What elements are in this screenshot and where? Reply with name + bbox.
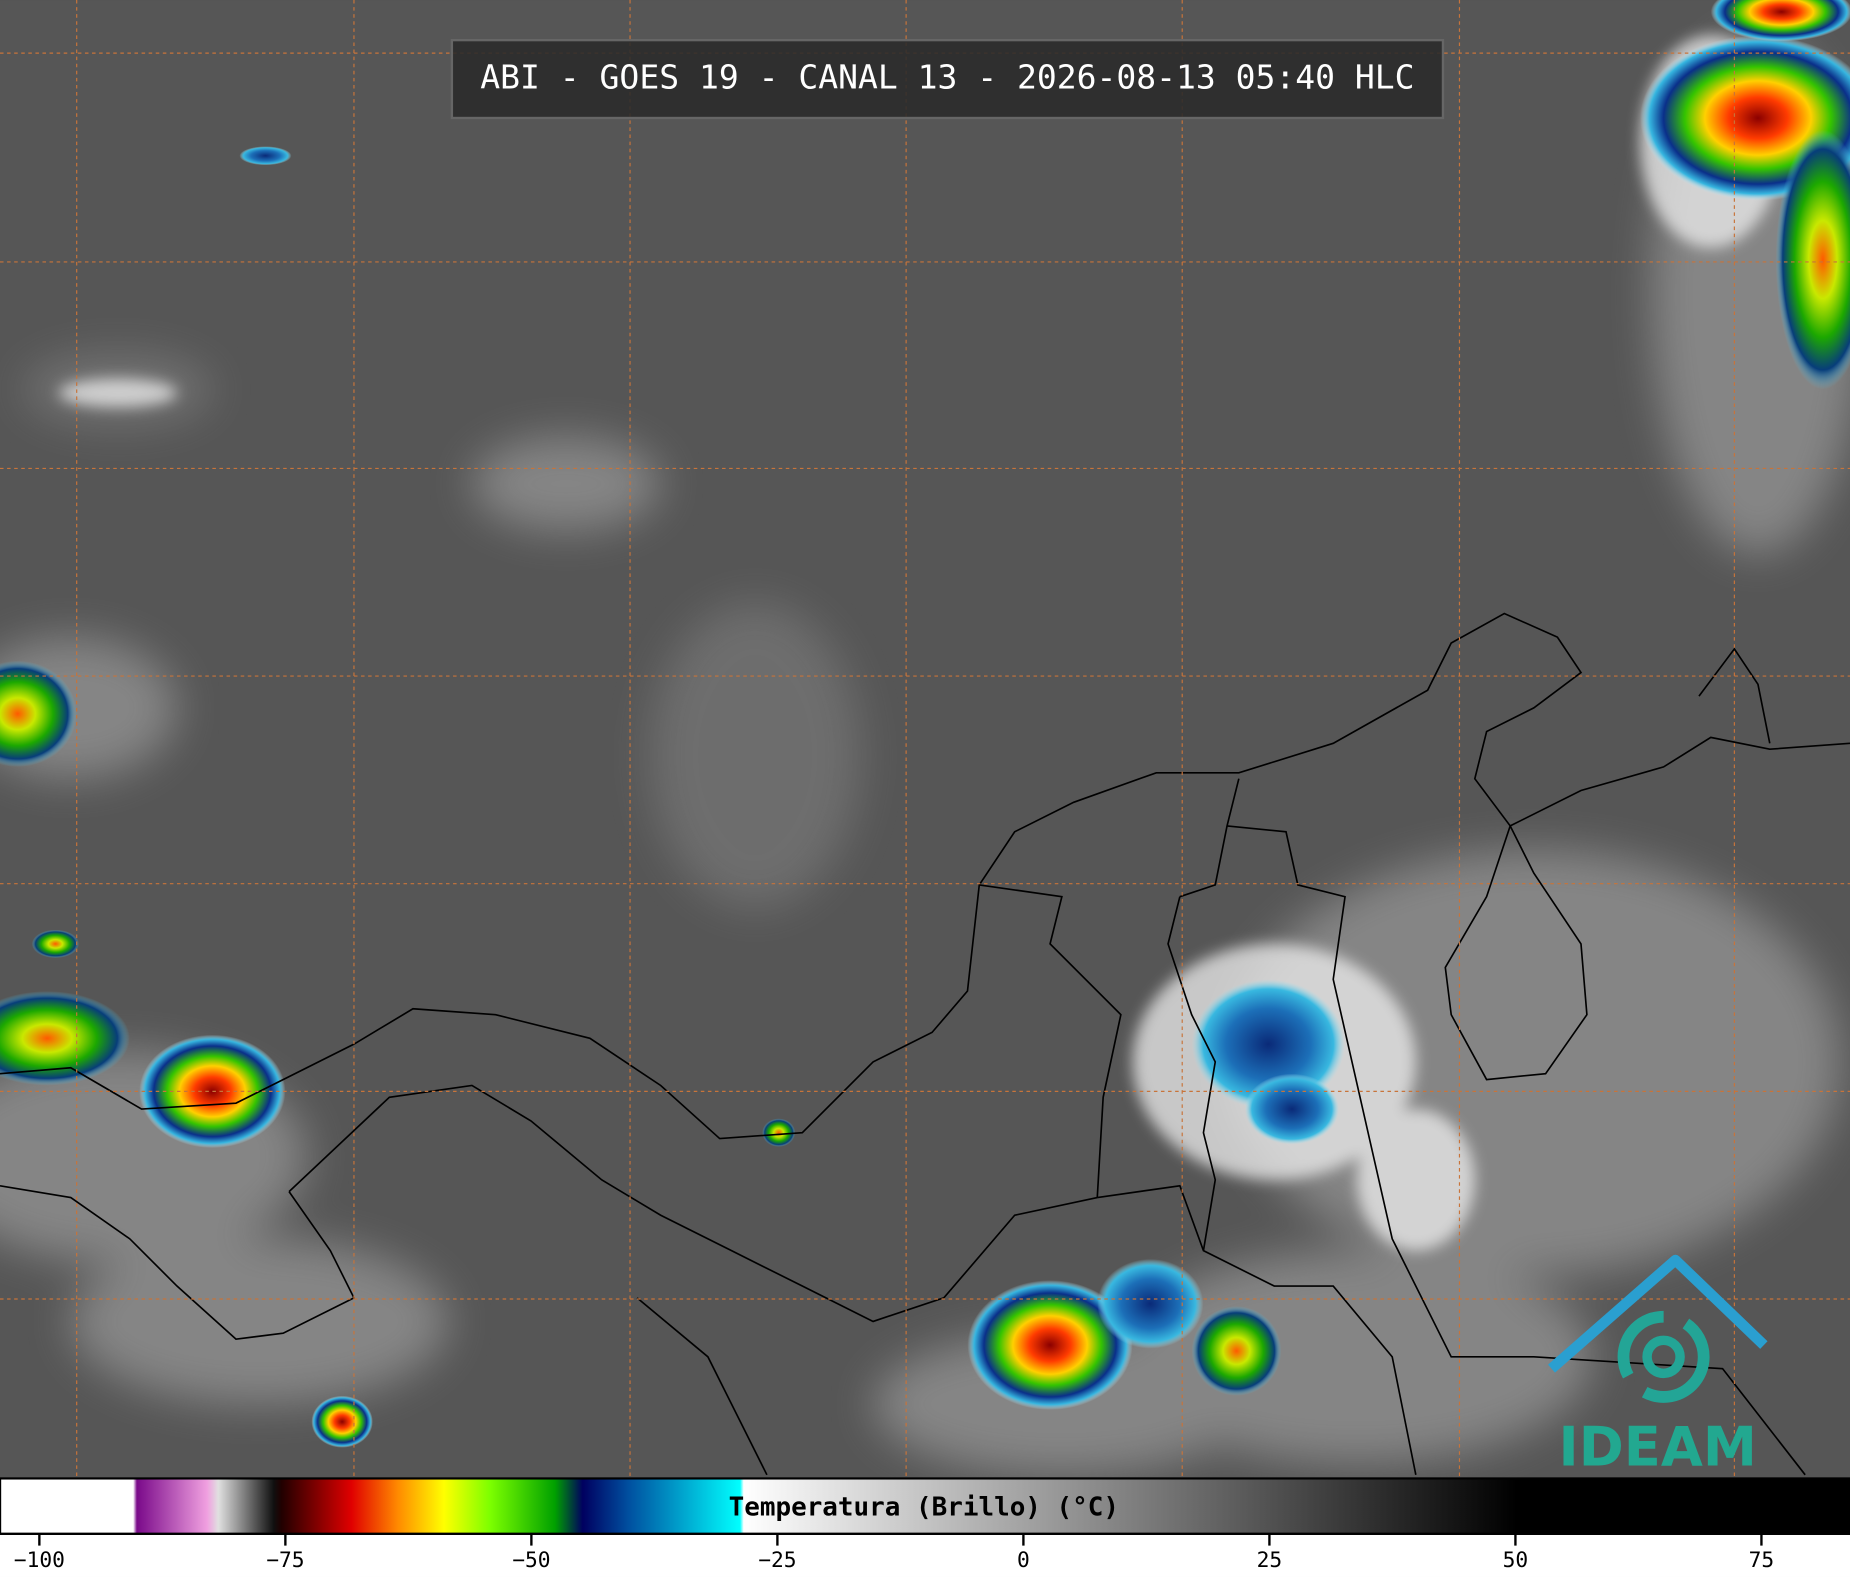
tick-label: 25 — [1257, 1548, 1283, 1573]
colorbar — [0, 1477, 1850, 1535]
colorbar-ticks: −100 −75 −50 −25 0 25 50 75 — [14, 1533, 1775, 1573]
tick-label: 75 — [1749, 1548, 1775, 1573]
tick-label: −50 — [512, 1548, 550, 1573]
tick-label: 0 — [1017, 1548, 1030, 1573]
colorbar-label: Temperatura (Brillo) (°C) — [729, 1492, 1119, 1522]
convective-cells — [0, 0, 1850, 1448]
tick-label: −100 — [14, 1548, 65, 1573]
tick-label: 50 — [1503, 1548, 1529, 1573]
tick-label: −75 — [266, 1548, 304, 1573]
logo-text: IDEAM — [1559, 1415, 1757, 1478]
title-box — [450, 38, 1445, 120]
tick-label: −25 — [758, 1548, 796, 1573]
logo: IDEAM — [1547, 1254, 1768, 1478]
graticule — [0, 0, 1850, 1478]
title: ABI - GOES 19 - CANAL 13 - 2026-08-13 05… — [480, 58, 1414, 97]
